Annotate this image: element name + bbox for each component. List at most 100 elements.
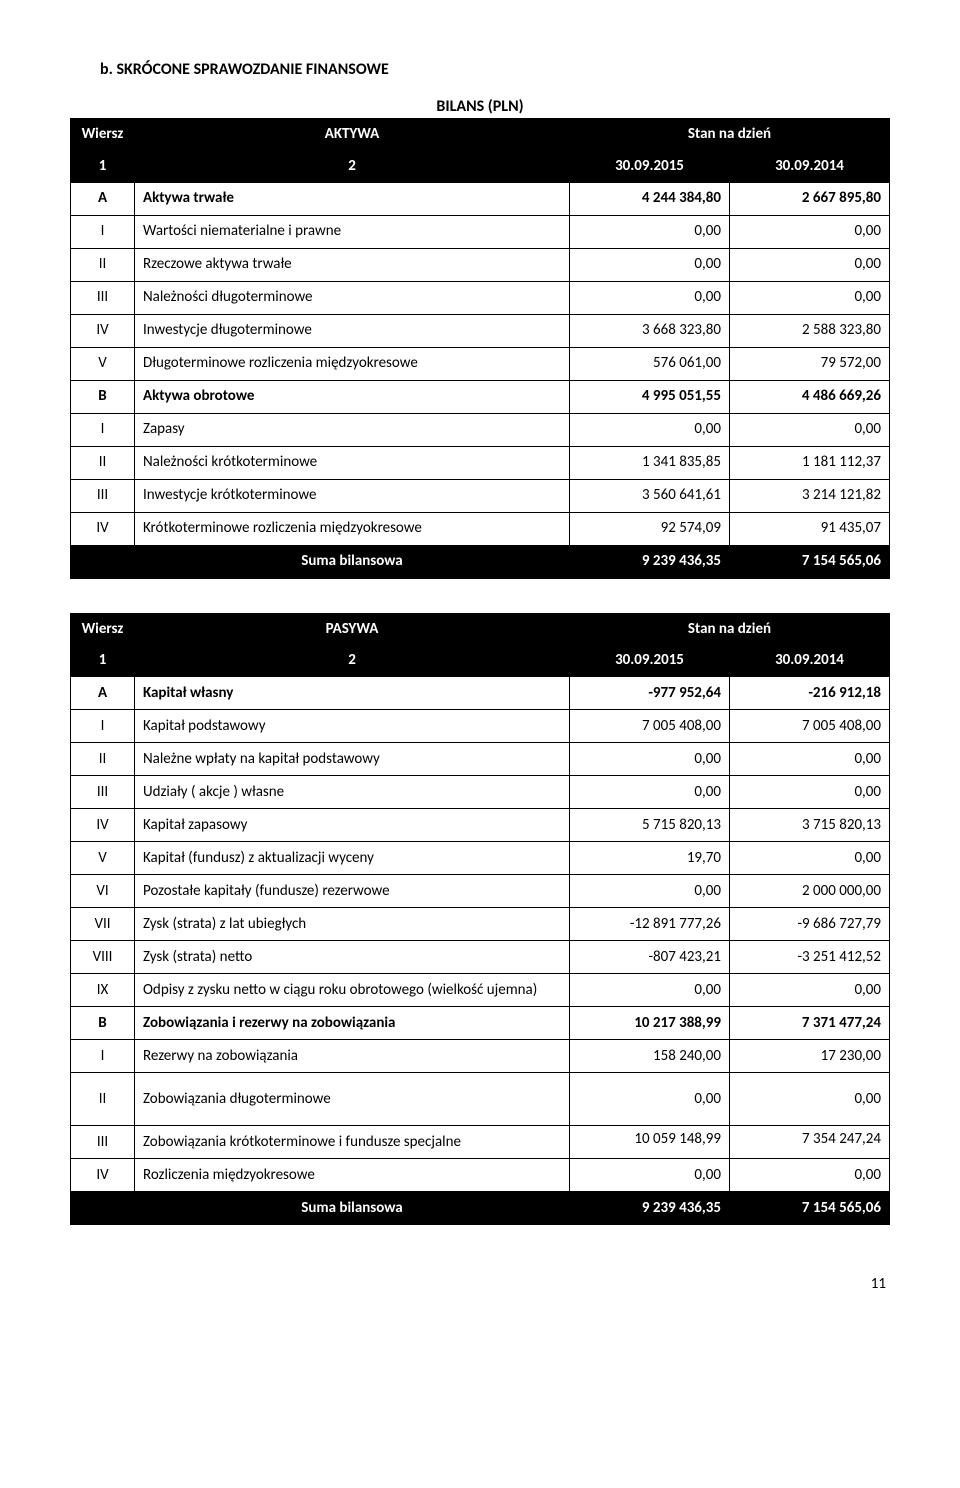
row-value-1: 92 574,09 xyxy=(569,512,729,545)
row-label: Zapasy xyxy=(135,413,570,446)
row-index: IV xyxy=(71,512,135,545)
row-index: III xyxy=(71,776,135,809)
section-title: b. SKRÓCONE SPRAWOZDANIE FINANSOWE xyxy=(70,60,890,79)
row-label: Inwestycje długoterminowe xyxy=(135,314,570,347)
row-value-1: 0,00 xyxy=(569,875,729,908)
row-index: A xyxy=(71,182,135,215)
row-value-1: 0,00 xyxy=(569,974,729,1007)
sum-label: Suma bilansowa xyxy=(135,545,570,578)
row-label: Kapitał podstawowy xyxy=(135,710,570,743)
row-index: IX xyxy=(71,974,135,1007)
row-label: Zobowiązania i rezerwy na zobowiązania xyxy=(135,1007,570,1040)
table-row: IVRozliczenia międzyokresowe0,000,00 xyxy=(71,1159,890,1192)
row-value-2: -3 251 412,52 xyxy=(729,941,889,974)
table-row: IINależności krótkoterminowe1 341 835,85… xyxy=(71,446,890,479)
row-value-1: 3 668 323,80 xyxy=(569,314,729,347)
table-row: VDługoterminowe rozliczenia międzyokreso… xyxy=(71,347,890,380)
aktywa-hdr-wiersz: Wiersz xyxy=(71,119,135,151)
row-value-2: 0,00 xyxy=(729,842,889,875)
table-row: AAktywa trwałe4 244 384,802 667 895,80 xyxy=(71,182,890,215)
row-label: Zysk (strata) z lat ubiegłych xyxy=(135,908,570,941)
row-value-2: 91 435,07 xyxy=(729,512,889,545)
pasywa-table: Wiersz PASYWA Stan na dzień 1 2 30.09.20… xyxy=(70,613,890,1226)
aktywa-table: Wiersz AKTYWA Stan na dzień 1 2 30.09.20… xyxy=(70,118,890,579)
table-row: IIIUdziały ( akcje ) własne0,000,00 xyxy=(71,776,890,809)
row-label: Krótkoterminowe rozliczenia międzyokreso… xyxy=(135,512,570,545)
row-label: Wartości niematerialne i prawne xyxy=(135,215,570,248)
table-row: BZobowiązania i rezerwy na zobowiązania1… xyxy=(71,1007,890,1040)
row-index: III xyxy=(71,281,135,314)
page-number: 11 xyxy=(70,1275,890,1293)
row-label: Aktywa trwałe xyxy=(135,182,570,215)
row-value-1: 10 217 388,99 xyxy=(569,1007,729,1040)
table-row: IVKrótkoterminowe rozliczenia międzyokre… xyxy=(71,512,890,545)
bilans-super-header: BILANS (PLN) xyxy=(70,97,890,116)
row-value-2: 0,00 xyxy=(729,281,889,314)
table-row: IINależne wpłaty na kapitał podstawowy0,… xyxy=(71,743,890,776)
pasywa-sub-2: 2 xyxy=(135,645,570,677)
row-label: Inwestycje krótkoterminowe xyxy=(135,479,570,512)
row-label: Rozliczenia międzyokresowe xyxy=(135,1159,570,1192)
row-index: V xyxy=(71,842,135,875)
row-value-2: 0,00 xyxy=(729,776,889,809)
row-index: I xyxy=(71,215,135,248)
row-value-2: 17 230,00 xyxy=(729,1040,889,1073)
table-row: IIIInwestycje krótkoterminowe3 560 641,6… xyxy=(71,479,890,512)
row-label: Aktywa obrotowe xyxy=(135,380,570,413)
row-value-2: 7 005 408,00 xyxy=(729,710,889,743)
row-index: IV xyxy=(71,809,135,842)
row-index: IV xyxy=(71,1159,135,1192)
row-value-2: 1 181 112,37 xyxy=(729,446,889,479)
row-index: VI xyxy=(71,875,135,908)
pasywa-sub-d1: 30.09.2015 xyxy=(569,645,729,677)
row-value-1: 0,00 xyxy=(569,248,729,281)
row-value-1: 1 341 835,85 xyxy=(569,446,729,479)
row-value-1: 4 995 051,55 xyxy=(569,380,729,413)
row-value-1: 0,00 xyxy=(569,413,729,446)
table-row: IVInwestycje długoterminowe3 668 323,802… xyxy=(71,314,890,347)
row-index: B xyxy=(71,1007,135,1040)
row-label: Udziały ( akcje ) własne xyxy=(135,776,570,809)
table-row: IZapasy0,000,00 xyxy=(71,413,890,446)
row-index: II xyxy=(71,743,135,776)
row-label: Zobowiązania krótkoterminowe i fundusze … xyxy=(135,1126,570,1159)
row-value-1: 7 005 408,00 xyxy=(569,710,729,743)
row-index: I xyxy=(71,413,135,446)
row-value-2: 3 214 121,82 xyxy=(729,479,889,512)
row-value-2: 7 354 247,24 xyxy=(729,1126,889,1159)
row-value-1: -977 952,64 xyxy=(569,677,729,710)
table-row: VKapitał (fundusz) z aktualizacji wyceny… xyxy=(71,842,890,875)
row-index: A xyxy=(71,677,135,710)
aktywa-sub-2: 2 xyxy=(135,150,570,182)
row-value-2: 0,00 xyxy=(729,1073,889,1126)
pasywa-hdr-pasywa: PASYWA xyxy=(135,613,570,645)
row-label: Należności krótkoterminowe xyxy=(135,446,570,479)
row-value-2: 2 588 323,80 xyxy=(729,314,889,347)
row-value-1: 158 240,00 xyxy=(569,1040,729,1073)
row-value-1: 0,00 xyxy=(569,215,729,248)
row-index: II xyxy=(71,446,135,479)
table-row: IXOdpisy z zysku netto w ciągu roku obro… xyxy=(71,974,890,1007)
table-row: BAktywa obrotowe4 995 051,554 486 669,26 xyxy=(71,380,890,413)
row-value-1: -807 423,21 xyxy=(569,941,729,974)
sum-row: Suma bilansowa9 239 436,357 154 565,06 xyxy=(71,1192,890,1225)
row-value-2: -9 686 727,79 xyxy=(729,908,889,941)
table-row: IIZobowiązania długoterminowe0,000,00 xyxy=(71,1073,890,1126)
table-row: IIIZobowiązania krótkoterminowe i fundus… xyxy=(71,1126,890,1159)
pasywa-sub-d2: 30.09.2014 xyxy=(729,645,889,677)
sum-row: Suma bilansowa9 239 436,357 154 565,06 xyxy=(71,545,890,578)
row-value-1: 0,00 xyxy=(569,743,729,776)
row-label: Kapitał własny xyxy=(135,677,570,710)
sum-value-1: 9 239 436,35 xyxy=(569,545,729,578)
row-value-2: 0,00 xyxy=(729,215,889,248)
row-index: IV xyxy=(71,314,135,347)
row-index: V xyxy=(71,347,135,380)
pasywa-hdr-wiersz: Wiersz xyxy=(71,613,135,645)
table-row: IWartości niematerialne i prawne0,000,00 xyxy=(71,215,890,248)
table-row: VIPozostałe kapitały (fundusze) rezerwow… xyxy=(71,875,890,908)
row-label: Rzeczowe aktywa trwałe xyxy=(135,248,570,281)
row-value-1: 10 059 148,99 xyxy=(569,1126,729,1159)
row-value-1: 0,00 xyxy=(569,776,729,809)
row-value-1: 4 244 384,80 xyxy=(569,182,729,215)
table-row: AKapitał własny-977 952,64-216 912,18 xyxy=(71,677,890,710)
